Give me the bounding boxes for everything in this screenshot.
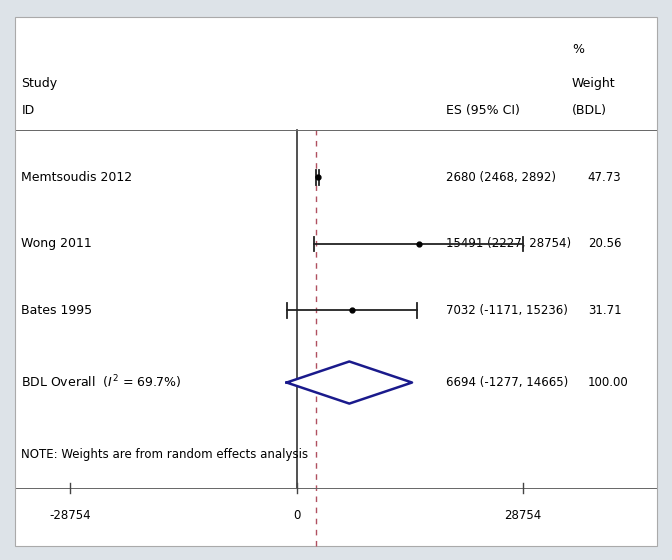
Text: 100.00: 100.00 xyxy=(588,376,628,389)
Text: Memtsoudis 2012: Memtsoudis 2012 xyxy=(22,171,132,184)
Text: 7032 (-1171, 15236): 7032 (-1171, 15236) xyxy=(446,304,568,317)
Text: Study: Study xyxy=(22,77,57,90)
Text: 0: 0 xyxy=(293,509,300,522)
Text: ID: ID xyxy=(22,105,34,118)
Text: 31.71: 31.71 xyxy=(588,304,622,317)
Text: Weight: Weight xyxy=(572,77,616,90)
Text: ES (95% CI): ES (95% CI) xyxy=(446,105,520,118)
Text: Bates 1995: Bates 1995 xyxy=(22,304,93,317)
Text: (BDL): (BDL) xyxy=(572,105,607,118)
Text: NOTE: Weights are from random effects analysis: NOTE: Weights are from random effects an… xyxy=(22,448,308,461)
Text: BDL Overall  ($I^2$ = 69.7%): BDL Overall ($I^2$ = 69.7%) xyxy=(22,374,181,391)
Text: 2680 (2468, 2892): 2680 (2468, 2892) xyxy=(446,171,556,184)
Polygon shape xyxy=(287,361,412,404)
Text: 6694 (-1277, 14665): 6694 (-1277, 14665) xyxy=(446,376,569,389)
Text: 15491 (2227, 28754): 15491 (2227, 28754) xyxy=(446,237,571,250)
Text: 28754: 28754 xyxy=(504,509,542,522)
Text: -28754: -28754 xyxy=(50,509,91,522)
Text: 20.56: 20.56 xyxy=(588,237,621,250)
Text: Wong 2011: Wong 2011 xyxy=(22,237,92,250)
FancyBboxPatch shape xyxy=(15,17,657,546)
Text: %: % xyxy=(572,44,584,57)
Text: 47.73: 47.73 xyxy=(588,171,622,184)
